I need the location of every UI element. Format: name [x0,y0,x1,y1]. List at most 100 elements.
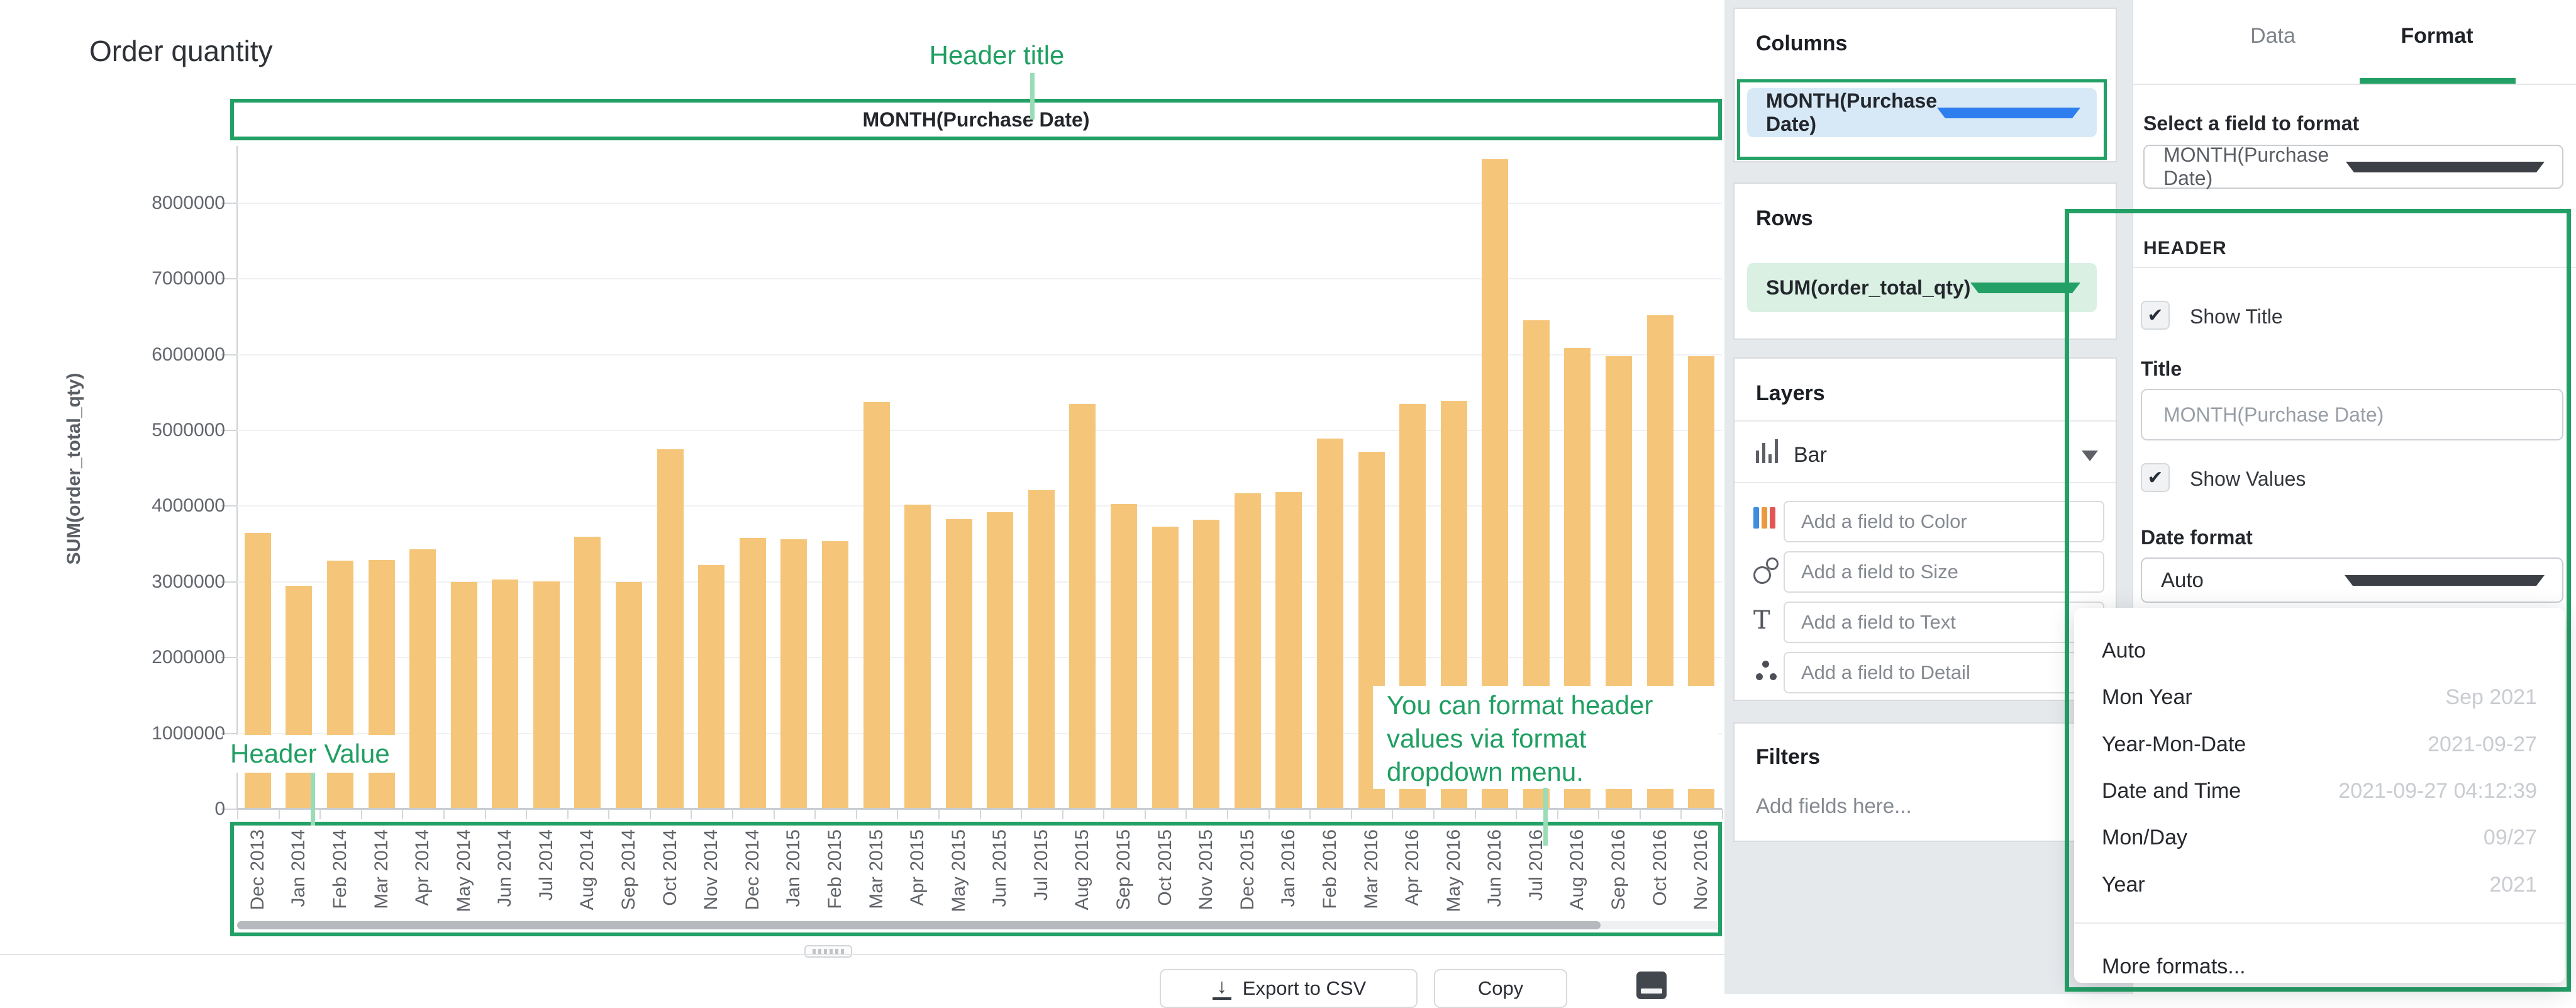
x-tick [1103,809,1105,819]
x-tick [1227,809,1228,819]
y-tick [221,202,237,204]
y-tick [221,278,237,280]
x-tick [897,809,899,819]
window-icon[interactable] [1636,972,1667,999]
export-csv-button[interactable]: Export to CSV [1160,969,1418,1008]
bar [450,581,477,809]
chevron-down-icon[interactable] [1970,282,2080,293]
bar [1111,503,1138,809]
rows-panel-title: Rows [1756,206,1813,230]
y-tick [221,809,237,810]
copy-button[interactable]: Copy [1434,969,1567,1008]
x-axis-line [237,808,1722,810]
x-tick [1392,809,1394,819]
gridline [237,430,1722,431]
y-tick-label: 4000000 [152,495,225,517]
x-tick [484,809,486,819]
menu-item-date-and-time[interactable]: Date and Time 2021-09-27 04:12:39 [2102,778,2537,803]
x-tick [567,809,569,819]
menu-item-mon-year[interactable]: Mon Year Sep 2021 [2102,685,2537,709]
field-select[interactable]: MONTH(Purchase Date) [2143,143,2563,189]
chevron-down-icon [2346,161,2545,172]
x-tick [526,809,528,819]
chevron-down-icon[interactable] [2082,451,2098,461]
x-tick [1185,809,1187,819]
menu-item-auto[interactable]: Auto [2102,638,2146,663]
y-tick-label: 6000000 [152,344,225,365]
bar [780,539,808,809]
y-tick [221,732,237,734]
x-tick [732,809,733,819]
menu-item-more-formats[interactable]: More formats... [2102,954,2246,978]
bar [409,549,436,809]
detail-field-input[interactable]: Add a field to Detail [1784,652,2104,693]
annotation-connector-right [1543,788,1548,846]
y-tick-label: 8000000 [152,192,225,213]
annotation-format-note: You can format header values via format … [1373,686,1718,789]
gridline [237,657,1722,659]
x-tick [1309,809,1311,819]
y-tick [221,657,237,659]
bar [1193,520,1220,809]
menu-item-example: 09/27 [2483,825,2537,849]
x-tick [1144,809,1146,819]
show-values-checkbox[interactable]: ✔ [2141,463,2170,492]
tab-data[interactable]: Data [2250,24,2296,48]
x-tick [855,809,857,819]
filters-dropzone[interactable]: Add fields here... [1756,794,1912,817]
y-tick-label: 3000000 [152,571,225,592]
chevron-down-icon [2345,574,2545,586]
date-format-select[interactable]: Auto [2141,557,2563,603]
bar [1069,403,1096,809]
x-tick [1350,809,1352,819]
gridline [237,202,1722,204]
size-field-icon [1753,557,1781,585]
layers-panel-title: Layers [1756,381,1825,405]
bar [1028,490,1055,809]
divider [2133,267,2576,268]
x-tick [1516,809,1518,819]
chevron-down-icon[interactable] [1937,107,2080,118]
tab-format[interactable]: Format [2401,24,2473,48]
y-tick [221,430,237,431]
bar [1234,493,1261,809]
gridline [237,278,1722,280]
chart-hscroll-thumb[interactable] [237,921,1601,929]
header-section-title: HEADER [2143,238,2227,259]
bar [533,581,560,809]
chart-resize-handle[interactable] [804,945,852,958]
bar [945,518,972,809]
chart-header-box: MONTH(Purchase Date) [230,99,1722,140]
size-field-input[interactable]: Add a field to Size [1784,551,2104,593]
rows-field-pill[interactable]: SUM(order_total_qty) [1747,263,2097,312]
columns-pill-highlight-box [1737,79,2107,160]
x-tick [237,809,238,819]
menu-item-mon-day[interactable]: Mon/Day 09/27 [2102,825,2537,849]
bar [657,449,684,809]
color-field-input[interactable]: Add a field to Color [1784,501,2104,542]
x-tick [773,809,775,819]
x-tick [319,809,321,819]
detail-field-icon [1753,659,1781,687]
x-tick [1722,809,1723,819]
menu-item-year-mon-date[interactable]: Year-Mon-Date 2021-09-27 [2102,732,2537,756]
x-tick [1433,809,1435,819]
x-tick [1474,809,1476,819]
x-tick [1598,809,1600,819]
y-tick [221,581,237,583]
x-tick [1639,809,1641,819]
show-title-checkbox[interactable]: ✔ [2141,301,2170,330]
layer-type-label[interactable]: Bar [1794,443,1827,467]
columns-field-pill[interactable]: MONTH(Purchase Date) [1747,88,2097,137]
x-tick [938,809,940,819]
filters-panel: Filters Add fields here... [1733,722,2117,842]
gridline [237,354,1722,356]
x-tick [1680,809,1682,819]
annotation-header-value: Header Value [223,735,409,773]
text-field-input[interactable]: Add a field to Text [1784,602,2104,643]
title-input[interactable]: MONTH(Purchase Date) [2141,389,2563,440]
x-tick [278,809,280,819]
menu-divider [2074,922,2565,924]
menu-item-year[interactable]: Year 2021 [2102,872,2537,897]
color-field-icon [1753,507,1781,535]
